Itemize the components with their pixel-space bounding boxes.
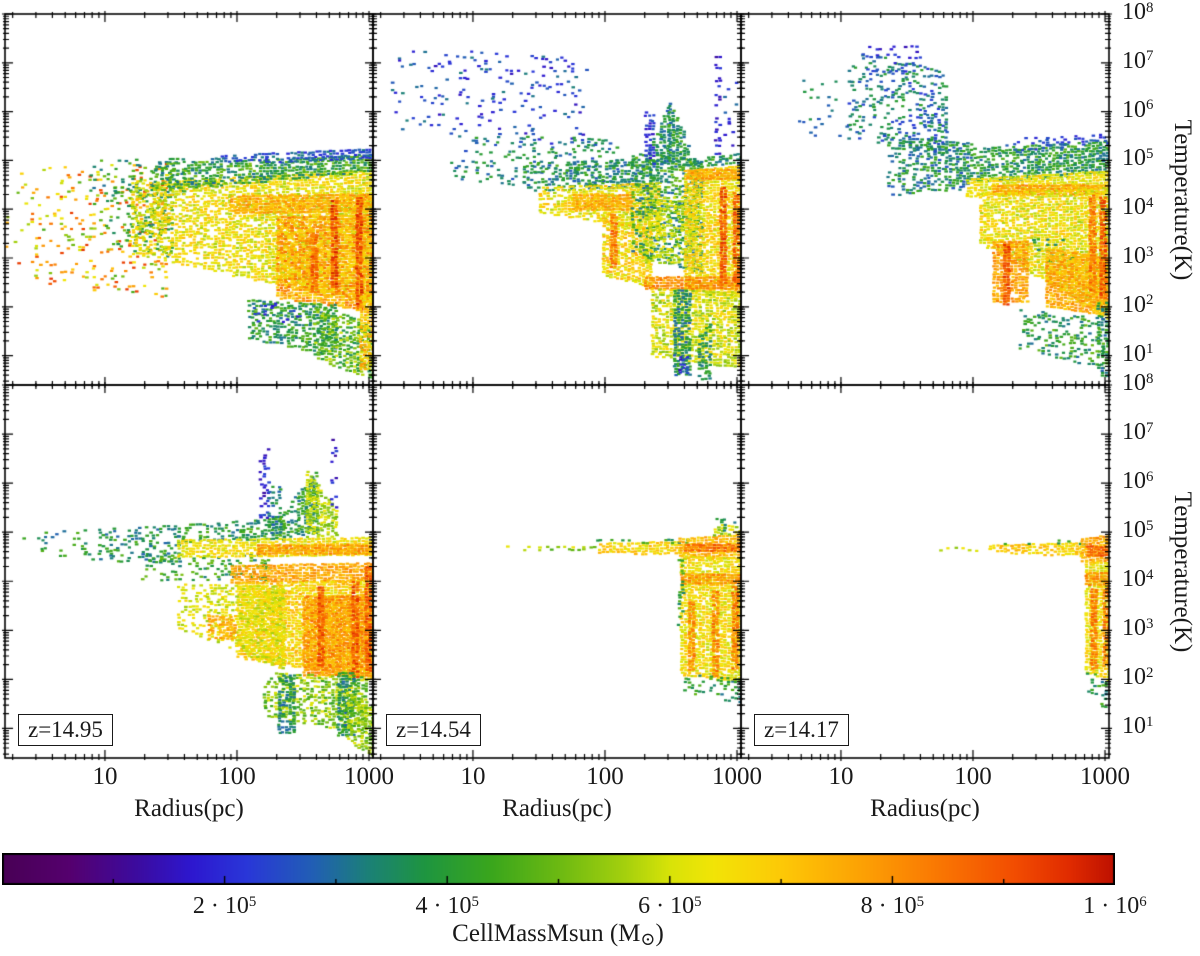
colorbar-title-close: ) <box>655 920 664 947</box>
y-tick-label: 107 <box>1122 419 1154 446</box>
x-tick-label: 1000 <box>344 763 394 790</box>
redshift-label-panel-r1c2: z=14.17 <box>754 714 849 747</box>
exponent: 3 <box>1146 243 1154 260</box>
x-axis-title-col2: Radius(pc) <box>870 795 980 822</box>
exponent: 4 <box>1146 194 1154 211</box>
y-tick-label: 106 <box>1122 96 1154 123</box>
x-tick-label: 1000 <box>712 763 762 790</box>
y-tick-label: 103 <box>1122 615 1154 642</box>
y-tick-label: 108 <box>1122 370 1154 396</box>
colorbar-title-text: CellMassMsun (M <box>452 920 641 947</box>
exponent: 2 <box>1146 292 1154 309</box>
x-tick-label: 10 <box>92 763 118 790</box>
y-tick-label: 105 <box>1122 145 1154 172</box>
colorbar-gradient <box>2 853 1115 885</box>
x-tick-label: 100 <box>954 763 992 790</box>
colorbar-title: CellMassMsun (M⊙) <box>452 920 664 949</box>
y-tick-label: 104 <box>1122 566 1154 593</box>
exponent: 5 <box>694 893 702 910</box>
y-tick-label: 108 <box>1122 0 1154 25</box>
colorbar-tick-label: 4 · 105 <box>415 893 479 919</box>
redshift-value: z=14.54 <box>396 717 471 742</box>
sun-symbol: ⊙ <box>640 928 656 949</box>
redshift-label-panel-r1c1: z=14.54 <box>386 714 481 747</box>
colorbar-tick-label: 8 · 105 <box>860 893 925 919</box>
exponent: 1 <box>1146 341 1154 358</box>
x-axis-title-col0: Radius(pc) <box>134 795 244 822</box>
exponent: 8 <box>1146 370 1154 387</box>
exponent: 5 <box>916 893 925 910</box>
exponent: 5 <box>471 893 479 910</box>
exponent: 6 <box>1146 97 1154 114</box>
exponent: 5 <box>248 893 257 910</box>
exponent: 5 <box>1146 145 1154 162</box>
exponent: 1 <box>1146 714 1154 731</box>
y-tick-label: 104 <box>1122 194 1154 221</box>
x-tick-label: 10 <box>460 763 486 790</box>
y-tick-label: 105 <box>1122 517 1154 544</box>
exponent: 4 <box>1146 566 1154 583</box>
exponent: 6 <box>1139 893 1147 910</box>
y-tick-label: 107 <box>1122 47 1154 74</box>
redshift-label-panel-r1c0: z=14.95 <box>18 714 113 747</box>
exponent: 5 <box>1146 517 1154 534</box>
y-tick-label: 106 <box>1122 468 1154 495</box>
exponent: 7 <box>1146 48 1154 65</box>
x-tick-label: 1000 <box>1080 763 1130 790</box>
x-tick-label: 100 <box>586 763 624 790</box>
colorbar-tick-label: 1 · 106 <box>1083 893 1147 919</box>
redshift-value: z=14.17 <box>764 717 839 742</box>
x-axis-title-col1: Radius(pc) <box>502 795 612 822</box>
y-axis-title-row1: Temperature(K) <box>1169 491 1196 653</box>
colorbar-tick-label: 6 · 105 <box>638 893 702 919</box>
y-tick-label: 101 <box>1122 713 1154 740</box>
redshift-value: z=14.95 <box>28 717 103 742</box>
exponent: 3 <box>1146 615 1154 632</box>
x-tick-label: 10 <box>828 763 854 790</box>
y-tick-label: 102 <box>1122 664 1154 691</box>
exponent: 2 <box>1146 664 1154 681</box>
exponent: 7 <box>1146 419 1154 436</box>
exponent: 8 <box>1146 0 1154 16</box>
y-tick-label: 101 <box>1122 340 1154 367</box>
colorbar-tick-label: 2 · 105 <box>192 893 257 919</box>
x-tick-label: 100 <box>218 763 256 790</box>
y-axis-title-row0: Temperature(K) <box>1169 119 1196 281</box>
y-tick-label: 103 <box>1122 243 1154 269</box>
exponent: 6 <box>1146 468 1154 485</box>
y-tick-label: 102 <box>1122 291 1154 318</box>
